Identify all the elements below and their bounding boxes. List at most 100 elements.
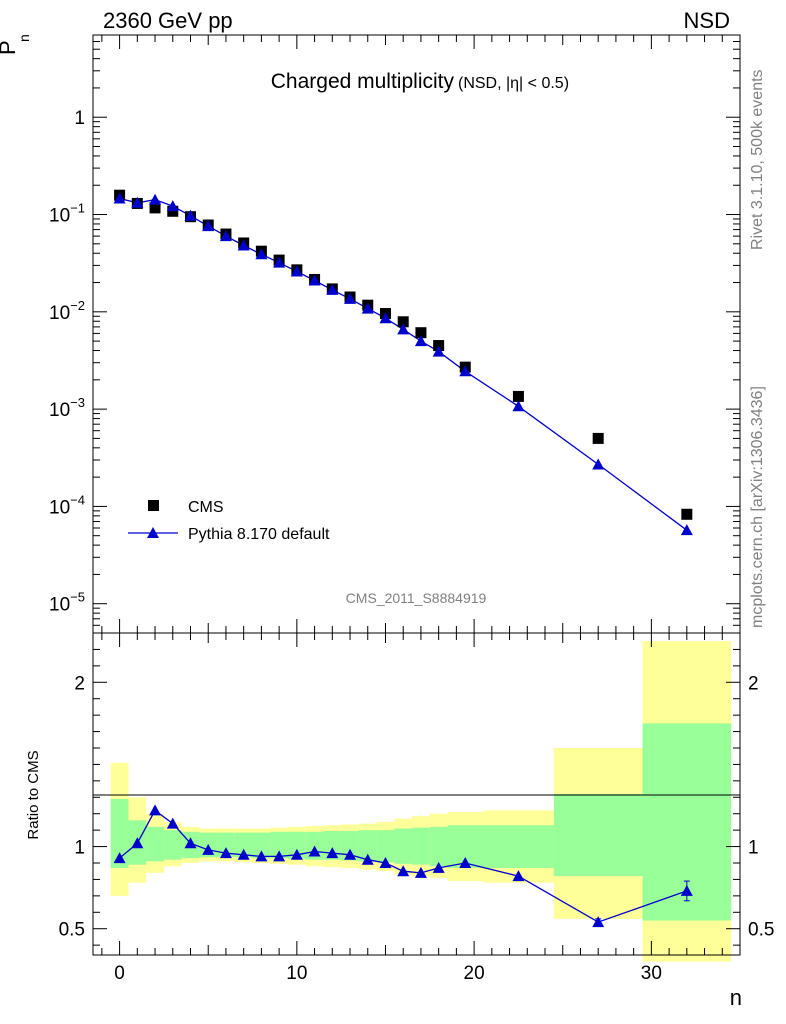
ratio-stat-uncertainty-band bbox=[110, 798, 129, 868]
pythia-data-point bbox=[219, 230, 232, 242]
pythia-data-point bbox=[397, 323, 410, 335]
ratio-stat-uncertainty-band bbox=[376, 830, 395, 863]
ratio-data-point bbox=[680, 884, 693, 896]
ratio-stat-uncertainty-band bbox=[358, 830, 377, 862]
pythia-data-point bbox=[379, 312, 392, 324]
ratio-stat-uncertainty-band bbox=[252, 832, 271, 859]
ratio-y-axis-label: Ratio to CMS bbox=[25, 750, 42, 839]
legend-cms-marker bbox=[148, 500, 159, 511]
cms-data-point bbox=[415, 327, 427, 339]
pythia-data-point bbox=[361, 302, 374, 314]
ratio-stat-uncertainty-band bbox=[287, 831, 306, 859]
pythia-data-point bbox=[131, 196, 144, 208]
ratio-data-point bbox=[361, 853, 374, 865]
pythia-data-point bbox=[273, 256, 286, 268]
ratio-stat-uncertainty-band bbox=[429, 826, 448, 867]
pythia-line bbox=[119, 197, 688, 531]
pythia-data-point bbox=[308, 274, 321, 286]
ratio-stat-uncertainty-band bbox=[217, 832, 235, 858]
pythia-data-point bbox=[113, 192, 126, 204]
ratio-data-point bbox=[237, 848, 250, 860]
ratio-stat-uncertainty-band bbox=[270, 831, 288, 859]
rivet-version-label: Rivet 3.1.10, 500k events bbox=[749, 69, 766, 250]
ratio-stat-uncertainty-band bbox=[146, 826, 164, 862]
ratio-plot-frame bbox=[92, 632, 741, 956]
ratio-y-tick-label-right: 0.5 bbox=[748, 920, 774, 941]
pythia-data-point bbox=[680, 524, 693, 536]
cms-data-point bbox=[512, 390, 524, 402]
ratio-stat-uncertainty-band bbox=[553, 794, 643, 877]
x-tick-label: 30 bbox=[641, 963, 662, 984]
pythia-data-point bbox=[290, 265, 303, 277]
ratio-y-tick-label-right: 2 bbox=[748, 673, 759, 694]
ratio-data-point bbox=[113, 852, 126, 864]
ratio-stat-uncertainty-band bbox=[394, 828, 413, 864]
ratio-y-tick-label-right: 1 bbox=[748, 838, 759, 859]
pythia-data-point bbox=[237, 239, 250, 251]
ratio-data-point bbox=[459, 857, 472, 868]
pythia-data-point bbox=[432, 345, 445, 357]
legend-pythia-marker bbox=[147, 527, 159, 538]
main-plot-subtitle: (NSD, |η| < 0.5) bbox=[458, 75, 569, 92]
svg-text:P: P bbox=[0, 40, 20, 55]
cms-data-point bbox=[433, 340, 445, 352]
ratio-axes: 0.5 0.51 12 20 10 20 30 bbox=[59, 633, 774, 984]
ratio-data-point bbox=[273, 850, 286, 862]
top-y-tick-label: 10−3 bbox=[49, 395, 85, 421]
pythia-data-point bbox=[326, 283, 339, 295]
top-y-tick-label: 10−5 bbox=[49, 590, 85, 616]
x-tick-label: 10 bbox=[286, 963, 307, 984]
pythia-data-point bbox=[255, 248, 268, 260]
ratio-data-point bbox=[308, 845, 321, 857]
ratio-stat-uncertainty-band bbox=[482, 825, 554, 868]
pythia-data-point bbox=[184, 209, 197, 221]
ratio-data-point bbox=[166, 817, 179, 829]
cms-data-point bbox=[592, 432, 604, 444]
pythia-data-point bbox=[344, 292, 357, 304]
ratio-data-point bbox=[397, 865, 410, 877]
pythia-data-point bbox=[592, 458, 605, 470]
ratio-data-point bbox=[379, 857, 392, 868]
x-tick-label: 20 bbox=[464, 963, 485, 984]
ratio-data-point bbox=[592, 916, 605, 928]
ratio-data-point bbox=[219, 847, 232, 859]
top-y-axis-label: P n bbox=[0, 34, 32, 55]
legend: CMS Pythia 8.170 default bbox=[128, 499, 330, 543]
ratio-stat-uncertainty-band bbox=[234, 832, 253, 858]
legend-pythia-label: Pythia 8.170 default bbox=[188, 526, 330, 543]
top-series-layer bbox=[113, 189, 693, 536]
ratio-data-point bbox=[414, 866, 427, 878]
top-axes: 1 10−1 10−2 10−3 10−4 10−5 bbox=[49, 34, 740, 633]
ratio-data-point bbox=[255, 850, 268, 862]
cms-data-point bbox=[397, 316, 409, 328]
ratio-stat-uncertainty-band bbox=[341, 830, 359, 861]
ratio-data-point bbox=[432, 861, 445, 873]
ratio-data-point bbox=[326, 847, 339, 859]
pythia-data-point bbox=[414, 335, 427, 347]
ratio-uncertainty-bands bbox=[110, 641, 732, 962]
ratio-data-point bbox=[202, 843, 215, 855]
x-axis-label: n bbox=[730, 985, 742, 1010]
analysis-watermark: CMS_2011_S8884919 bbox=[346, 590, 487, 606]
ratio-data-point bbox=[512, 870, 525, 882]
svg-text:n: n bbox=[16, 34, 32, 42]
mcplots-reference-label: mcplots.cern.ch [arXiv:1306.3436] bbox=[749, 386, 766, 628]
cms-data-point bbox=[149, 202, 161, 214]
top-y-tick-label: 10−1 bbox=[49, 201, 85, 227]
pythia-data-point bbox=[459, 365, 472, 377]
ratio-stat-uncertainty-band bbox=[412, 827, 430, 865]
header-process-label: NSD bbox=[684, 8, 730, 33]
ratio-stat-uncertainty-band bbox=[163, 830, 182, 860]
pythia-data-point bbox=[202, 220, 215, 232]
ratio-data-point bbox=[184, 837, 197, 849]
ratio-data-point bbox=[290, 848, 303, 860]
pythia-data-point bbox=[149, 193, 162, 205]
ratio-data-point bbox=[344, 848, 357, 860]
ratio-y-tick-label: 2 bbox=[74, 673, 85, 694]
top-y-tick-label: 10−4 bbox=[49, 492, 85, 518]
cms-data-point bbox=[167, 205, 179, 217]
ratio-data-point bbox=[131, 837, 144, 849]
ratio-y-tick-label: 1 bbox=[74, 838, 85, 859]
x-tick-label: 0 bbox=[114, 963, 125, 984]
